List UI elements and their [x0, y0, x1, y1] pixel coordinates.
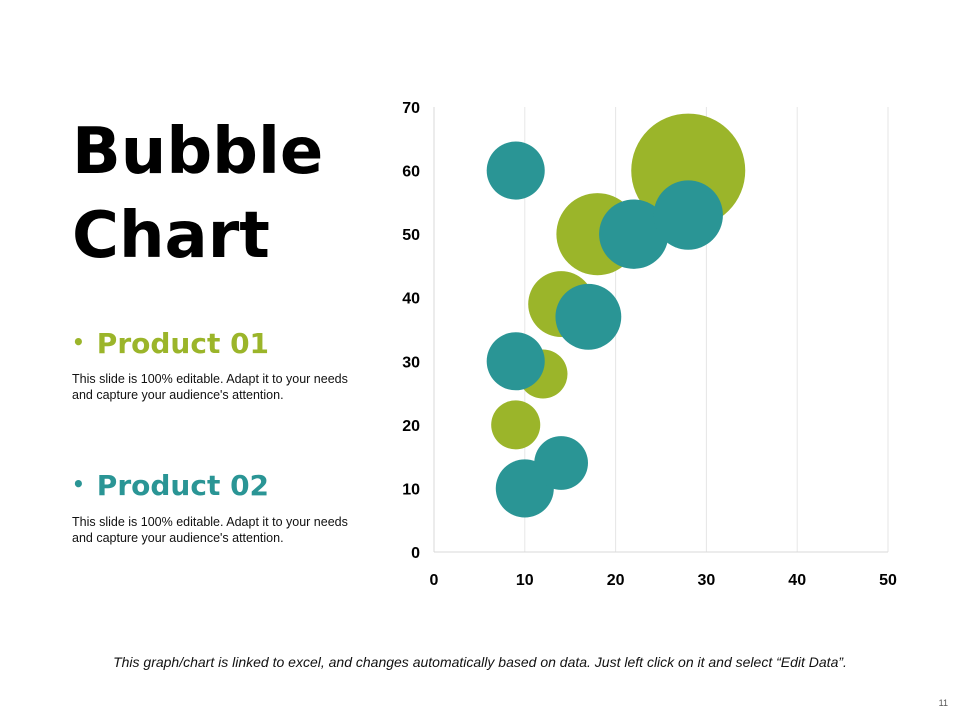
y-tick-label: 60	[402, 164, 420, 181]
bubble-product-02[interactable]	[534, 436, 588, 490]
bullet-icon: •	[72, 472, 85, 496]
x-tick-label: 40	[788, 572, 806, 589]
x-tick-label: 30	[698, 572, 716, 589]
product-02-description: This slide is 100% editable. Adapt it to…	[72, 515, 348, 545]
product-01-name: Product 01	[96, 327, 270, 360]
y-tick-label: 20	[402, 418, 420, 435]
bubble-product-02[interactable]	[599, 199, 669, 269]
y-tick-label: 10	[402, 481, 420, 498]
product-02-name: Product 02	[96, 469, 270, 502]
bubble-product-02[interactable]	[653, 180, 723, 250]
title-line-1: Bubble	[72, 115, 324, 189]
x-tick-label: 0	[430, 572, 439, 589]
x-tick-label: 10	[516, 572, 534, 589]
bubble-product-01[interactable]	[491, 400, 541, 450]
product-01-description: This slide is 100% editable. Adapt it to…	[72, 372, 348, 402]
title-line-2: Chart	[72, 199, 270, 273]
x-tick-label: 50	[879, 572, 897, 589]
y-tick-label: 40	[402, 291, 420, 308]
page-number: 11	[938, 698, 948, 708]
title-text: Bubble Chart	[72, 110, 323, 278]
y-tick-label: 70	[402, 100, 420, 117]
product-01-heading: • Product 01	[72, 325, 269, 361]
product-02-heading: • Product 02	[72, 467, 269, 503]
footer-note: This graph/chart is linked to excel, and…	[113, 654, 847, 670]
bubble-product-02[interactable]	[486, 332, 545, 391]
bullet-icon: •	[72, 330, 85, 354]
y-tick-label: 0	[411, 545, 420, 562]
y-tick-label: 50	[402, 227, 420, 244]
x-tick-label: 20	[607, 572, 625, 589]
bubble-product-02[interactable]	[486, 141, 545, 200]
y-tick-label: 30	[402, 354, 420, 371]
bubble-product-02[interactable]	[555, 283, 622, 350]
bubble-chart[interactable]: 0 10 20 30 40 50 60 70 0 10 20 30 40 50	[380, 90, 920, 600]
